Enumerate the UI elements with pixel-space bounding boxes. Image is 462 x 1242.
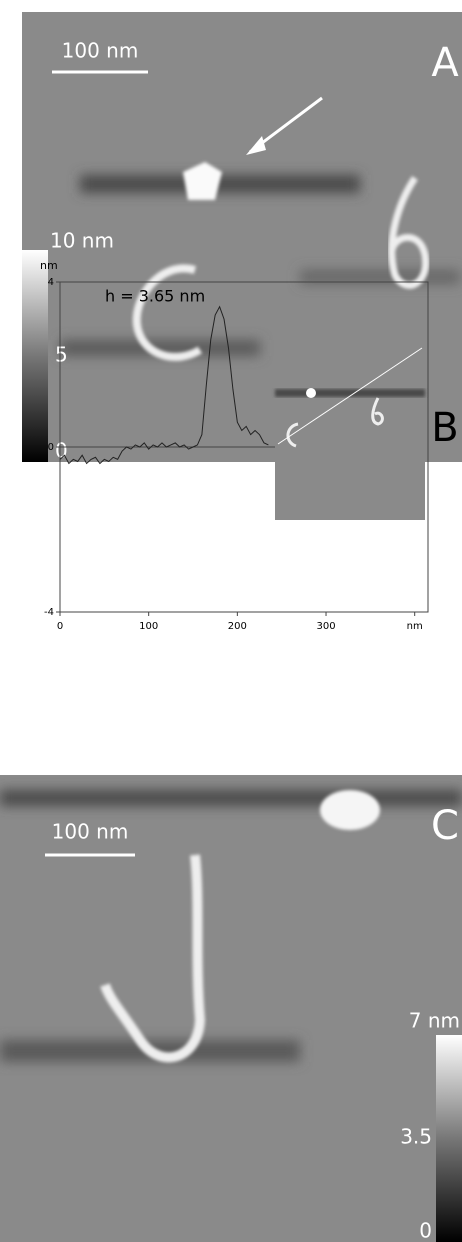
y-axis-label: nm xyxy=(40,259,58,272)
profile-curve xyxy=(59,305,269,465)
annotation: h = 3.65 nm xyxy=(105,287,205,306)
y-tick-label: 4 xyxy=(48,277,54,288)
dna-loop xyxy=(388,176,430,289)
x-tick-label: 100 xyxy=(139,621,158,632)
arrowhead xyxy=(246,136,266,155)
dna-loop xyxy=(371,397,384,426)
profile-line xyxy=(277,347,423,445)
x-tick-label: nm xyxy=(407,621,423,632)
dna-loop xyxy=(286,422,299,448)
particle xyxy=(320,790,380,830)
colorbar-label: 10 nm xyxy=(50,229,114,253)
colorbar-label: 3.5 xyxy=(400,1125,432,1149)
colorbar-label: 5 xyxy=(55,343,68,367)
dna-strand xyxy=(100,854,206,1063)
colorbar-label: 0 xyxy=(55,439,68,463)
dna-loop xyxy=(132,264,203,362)
panel-label: B xyxy=(431,405,458,451)
particle xyxy=(306,388,316,398)
panel-label: A xyxy=(431,40,459,86)
inset-image xyxy=(275,345,425,520)
afm-image xyxy=(0,775,462,1242)
panel-a: 100 nm A 10 nm 5 0 xyxy=(22,12,462,463)
colorbar xyxy=(22,250,48,462)
panel-label: C xyxy=(431,803,459,849)
colorbar-label: 0 xyxy=(419,1219,432,1242)
y-tick-label: 0 xyxy=(48,442,54,453)
shadow xyxy=(275,389,425,397)
scale-label: 100 nm xyxy=(62,39,139,63)
particle xyxy=(183,162,222,200)
x-tick-label: 300 xyxy=(316,621,335,632)
colorbar-label: 7 nm xyxy=(409,1009,460,1033)
x-tick-label: 200 xyxy=(228,621,247,632)
x-tick-label: 0 xyxy=(57,621,63,632)
colorbar xyxy=(436,1035,462,1242)
y-tick-label: -4 xyxy=(44,607,54,618)
panel-c: 100 nm C 7 nm 3.5 0 xyxy=(0,775,462,1242)
scale-label: 100 nm xyxy=(52,820,129,844)
